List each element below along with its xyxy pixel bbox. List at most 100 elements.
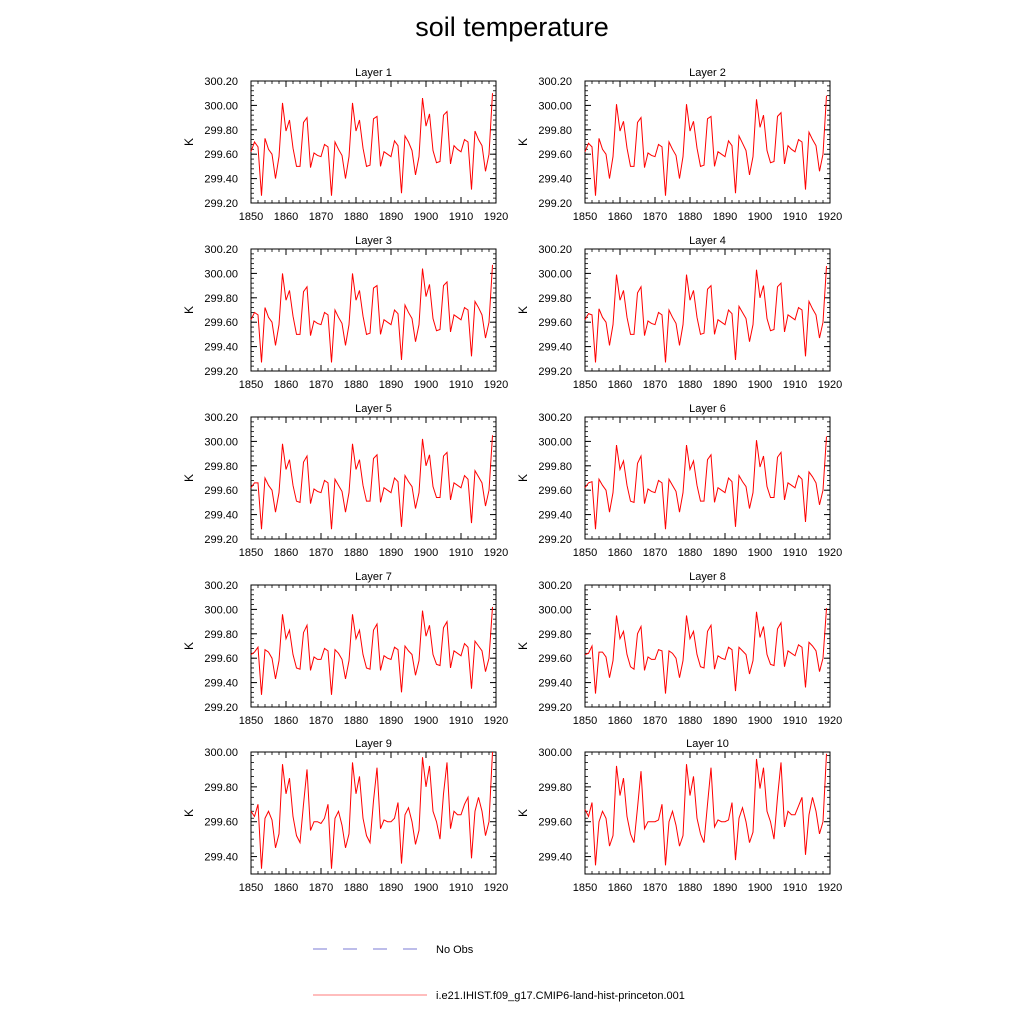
x-tick-label: 1880: [678, 211, 702, 223]
chart-panel-8: Layer 8 K 1850 1860 1870 1880 1890 1900 1910 1920…: [516, 571, 842, 727]
y-axis-label: K: [516, 306, 530, 314]
x-tick-label: 1860: [274, 547, 298, 559]
x-tick-label: 1900: [414, 211, 438, 223]
panel-title: Layer 9: [355, 738, 392, 750]
x-tick-label: 1910: [783, 211, 807, 223]
y-tick-label: 299.60: [538, 485, 572, 497]
x-tick-label: 1870: [643, 547, 667, 559]
plot-frame: [250, 416, 497, 540]
x-tick-label: 1920: [484, 379, 508, 391]
y-tick-label: 299.40: [204, 174, 238, 186]
series-line: [584, 608, 827, 694]
x-tick-label: 1910: [783, 379, 807, 391]
y-tick-label: 300.00: [538, 268, 572, 280]
y-axis-label: K: [516, 642, 530, 650]
y-tick-label: 299.80: [204, 629, 238, 641]
x-tick-label: 1870: [309, 882, 333, 894]
x-tick-label: 1920: [484, 882, 508, 894]
x-tick-label: 1920: [818, 211, 842, 223]
y-tick-label: 299.80: [538, 782, 572, 794]
x-tick-label: 1920: [818, 715, 842, 727]
y-tick-label: 299.60: [204, 485, 238, 497]
y-tick-label: 299.80: [538, 293, 572, 305]
x-tick-label: 1890: [713, 211, 737, 223]
legend-label-no-obs: No Obs: [436, 944, 474, 956]
x-tick-label: 1860: [608, 379, 632, 391]
panel-title: Layer 8: [689, 571, 726, 583]
x-tick-label: 1910: [449, 715, 473, 727]
panel-title: Layer 1: [355, 67, 392, 79]
y-tick-label: 299.20: [204, 702, 238, 714]
series-line: [250, 93, 493, 196]
panel-title: Layer 4: [689, 235, 726, 247]
x-tick-label: 1850: [239, 715, 263, 727]
y-tick-label: 300.00: [538, 100, 572, 112]
x-tick-label: 1900: [748, 715, 772, 727]
x-tick-label: 1860: [608, 547, 632, 559]
x-tick-label: 1880: [678, 882, 702, 894]
y-tick-label: 299.40: [538, 342, 572, 354]
x-tick-label: 1870: [309, 715, 333, 727]
legend-label-run: i.e21.IHIST.f09_g17.CMIP6-land-hist-prin…: [436, 990, 685, 1002]
y-tick-label: 299.80: [204, 293, 238, 305]
chart-panel-3: Layer 3 K 1850 1860 1870 1880 1890 1900 1910 1920…: [182, 235, 508, 391]
plot-frame: [584, 80, 831, 204]
chart-panel-4: Layer 4 K 1850 1860 1870 1880 1890 1900 1910 1920…: [516, 235, 842, 391]
y-tick-label: 299.80: [538, 461, 572, 473]
y-tick-label: 300.20: [538, 244, 572, 256]
x-tick-label: 1900: [748, 882, 772, 894]
chart-panel-9: Layer 9 K 1850 1860 1870 1880 1890 1900 1910 1920…: [182, 738, 508, 894]
chart-panel-5: Layer 5 K 1850 1860 1870 1880 1890 1900 1910 1920…: [182, 403, 508, 559]
y-axis-label: K: [182, 474, 196, 482]
x-tick-label: 1900: [414, 547, 438, 559]
plot-frame: [250, 248, 497, 372]
x-tick-label: 1920: [484, 715, 508, 727]
x-tick-label: 1860: [274, 211, 298, 223]
x-tick-label: 1850: [239, 211, 263, 223]
plot-frame: [250, 80, 497, 204]
x-tick-label: 1900: [748, 547, 772, 559]
y-tick-label: 300.00: [538, 604, 572, 616]
series-line: [584, 95, 827, 196]
y-tick-label: 300.20: [538, 412, 572, 424]
plot-frame: [250, 751, 497, 875]
x-tick-label: 1850: [239, 547, 263, 559]
y-tick-label: 300.20: [204, 412, 238, 424]
y-tick-label: 299.60: [204, 149, 238, 161]
chart-panel-6: Layer 6 K 1850 1860 1870 1880 1890 1900 1910 1920…: [516, 403, 842, 559]
x-tick-label: 1910: [449, 211, 473, 223]
y-tick-label: 299.20: [538, 534, 572, 546]
panel-title: Layer 2: [689, 67, 726, 79]
y-tick-label: 300.20: [204, 580, 238, 592]
x-tick-label: 1880: [678, 379, 702, 391]
y-tick-label: 299.60: [204, 317, 238, 329]
x-tick-label: 1890: [379, 379, 403, 391]
y-axis-label: K: [516, 138, 530, 146]
x-tick-label: 1900: [414, 882, 438, 894]
x-tick-label: 1880: [344, 715, 368, 727]
chart-panel-1: Layer 1 K 1850 1860 1870 1880 1890 1900 1910 1920…: [182, 67, 508, 223]
series-line: [584, 266, 827, 363]
chart-panel-2: Layer 2 K 1850 1860 1870 1880 1890 1900 1910 1920…: [516, 67, 842, 223]
y-tick-label: 300.20: [538, 76, 572, 88]
y-tick-label: 299.40: [538, 510, 572, 522]
y-tick-label: 299.80: [204, 125, 238, 137]
x-tick-label: 1880: [678, 715, 702, 727]
x-tick-label: 1920: [484, 547, 508, 559]
series-line: [584, 753, 827, 866]
y-tick-label: 299.60: [538, 653, 572, 665]
x-tick-label: 1900: [748, 379, 772, 391]
y-tick-label: 299.80: [538, 629, 572, 641]
y-tick-label: 299.20: [538, 198, 572, 210]
x-tick-label: 1860: [274, 882, 298, 894]
y-tick-label: 299.20: [538, 366, 572, 378]
x-tick-label: 1890: [713, 379, 737, 391]
y-tick-label: 300.20: [204, 244, 238, 256]
x-tick-label: 1900: [748, 211, 772, 223]
y-tick-label: 300.00: [538, 747, 572, 759]
page-title: soil temperature: [415, 12, 609, 42]
x-tick-label: 1850: [239, 882, 263, 894]
x-tick-label: 1870: [643, 379, 667, 391]
x-tick-label: 1880: [344, 547, 368, 559]
